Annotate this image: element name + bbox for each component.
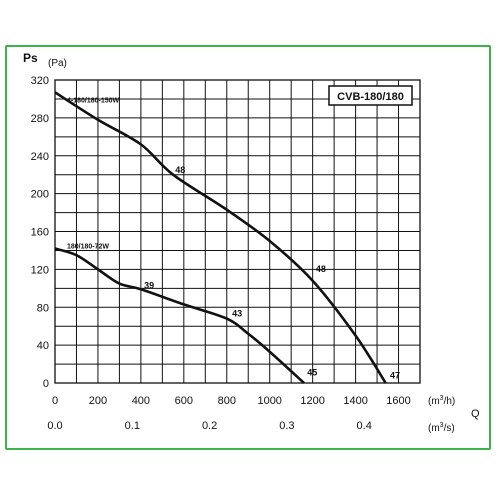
x-tick-label-primary: 200	[89, 395, 107, 407]
x-tick-label-primary: 1000	[257, 395, 281, 407]
y-tick-label: 200	[31, 189, 49, 201]
x-tick-label-secondary: 0.4	[357, 420, 372, 432]
y-tick-label: 240	[31, 151, 49, 163]
x-tick-label-primary: 400	[132, 395, 150, 407]
y-tick-label: 160	[31, 227, 49, 239]
data-annotation: 48	[316, 264, 326, 274]
model-label: CVB-180/180	[337, 91, 404, 103]
x-tick-label-secondary: 0.2	[202, 420, 217, 432]
series-line-2	[54, 247, 305, 384]
x-tick-label-secondary: 0.0	[47, 420, 62, 432]
x-tick-label-primary: 600	[175, 395, 193, 407]
data-annotation: 43	[232, 309, 242, 319]
x-tick-label-primary: 0	[52, 395, 58, 407]
x-axis-secondary-unit: (m3/s)	[428, 422, 455, 434]
y-tick-label: 120	[31, 264, 49, 276]
data-annotation: 47	[390, 370, 400, 380]
x-tick-label-primary: 800	[218, 395, 236, 407]
x-tick-label-primary: 1400	[343, 395, 367, 407]
x-axis-primary-unit: (m3/h)	[428, 395, 455, 407]
x-tick-label-primary: 1600	[386, 395, 410, 407]
y-axis-symbol: Ps	[23, 51, 38, 65]
label-group: 0 40 80 120 160 200 240 280 320 0 200 400 600 800 1000…	[31, 75, 411, 432]
y-tick-label: 0	[43, 378, 49, 390]
x-axis-secondary-symbol: Q	[471, 408, 480, 420]
series-group	[54, 91, 387, 384]
y-tick-label: 320	[31, 75, 49, 87]
data-annotation: 45	[307, 367, 317, 377]
y-tick-label: 280	[31, 113, 49, 125]
model-label-box	[328, 85, 413, 106]
series-name-label: 180/180-72W	[67, 244, 109, 251]
x-tick-label-secondary: 0.3	[279, 420, 294, 432]
data-annotation: 39	[144, 280, 154, 290]
data-annotation: 48	[175, 165, 185, 175]
y-axis-unit: (Pa)	[48, 58, 67, 69]
x-tick-label-primary: 1200	[300, 395, 324, 407]
y-tick-label: 40	[37, 340, 49, 352]
series-line-1	[54, 91, 387, 384]
chart-frame	[5, 45, 491, 450]
x-tick-label-secondary: 0.1	[125, 420, 140, 432]
y-tick-label: 80	[37, 302, 49, 314]
grid	[54, 79, 421, 384]
series-name-label: 4-180/180-150W	[67, 97, 120, 104]
